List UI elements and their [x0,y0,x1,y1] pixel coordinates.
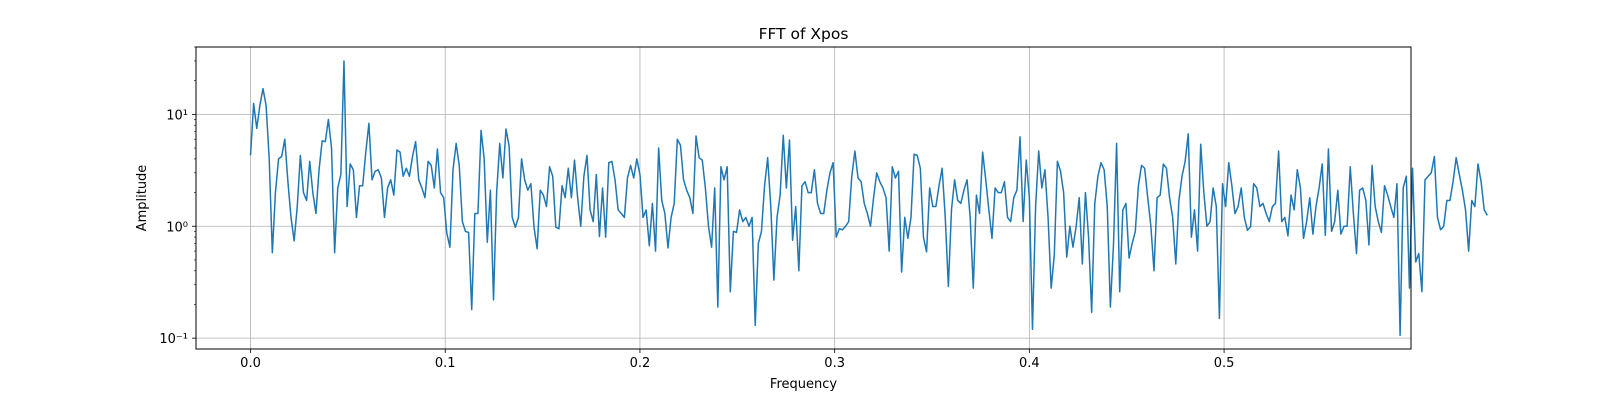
y-axis-label: Amplitude [135,165,150,232]
y-tick-label: 10¹ [166,108,188,123]
y-tick-label: 10⁻¹ [159,332,188,347]
x-tick-label: 0.1 [435,356,456,371]
x-tick-label: 0.2 [630,356,651,371]
axis-ticks: 0.0 0.1 0.2 0.3 0.4 0.5 10⁻¹ 10⁰ 10¹ [159,46,1235,371]
chart-title: FFT of Xpos [759,25,849,43]
plot-area [249,60,1488,337]
x-axis-label: Frequency [770,377,837,392]
x-tick-label: 0.4 [1019,356,1040,371]
y-tick-label: 10⁰ [166,220,188,235]
x-tick-label: 0.3 [824,356,845,371]
x-tick-label: 0.0 [240,356,261,371]
x-tick-label: 0.5 [1214,356,1235,371]
series-line [249,60,1488,337]
axes-frame [195,46,1412,350]
